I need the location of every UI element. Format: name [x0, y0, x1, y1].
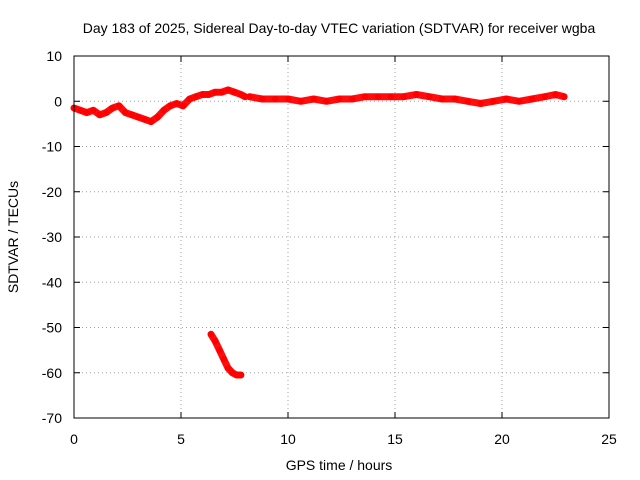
data-point [102, 109, 110, 116]
data-point [122, 109, 129, 116]
data-point [552, 91, 559, 98]
x-tick-label: 15 [387, 431, 403, 447]
y-axis-label: SDTVAR / TECUs [5, 181, 21, 293]
x-tick-label: 5 [177, 431, 185, 447]
grid [74, 56, 609, 418]
data-point [207, 331, 215, 338]
data-point [199, 91, 206, 98]
data-point [173, 100, 180, 107]
data-point [237, 371, 245, 379]
data-point [284, 95, 292, 103]
x-tick-label: 0 [70, 431, 78, 447]
x-tick-label: 10 [280, 431, 296, 447]
y-tick-label: -40 [42, 274, 62, 290]
data-point [400, 93, 407, 100]
y-tick-label: -20 [42, 184, 62, 200]
x-tick-label: 20 [494, 431, 510, 447]
series-main-band-2 [246, 91, 568, 107]
data-point [154, 113, 161, 121]
data-point [271, 95, 279, 103]
data-point [323, 98, 330, 105]
series-outlier-segment [207, 330, 245, 379]
x-axis-label: GPS time / hours [286, 457, 393, 473]
y-tick-label: -60 [42, 365, 62, 381]
data-point [297, 98, 305, 105]
data-point [231, 89, 238, 96]
data-point [141, 116, 148, 123]
y-tick-label: 10 [46, 48, 62, 64]
data-point [96, 111, 103, 119]
data-point [310, 95, 317, 103]
y-tick-label: -50 [42, 320, 62, 336]
data-point [216, 346, 223, 354]
data-point [167, 102, 174, 109]
data-point [115, 102, 123, 109]
data-point [464, 98, 471, 105]
data-point [224, 86, 232, 94]
data-point [224, 365, 232, 372]
data-point [477, 100, 484, 107]
chart-title: Day 183 of 2025, Sidereal Day-to-day VTE… [83, 20, 596, 36]
data-point [490, 98, 497, 105]
data-point [451, 95, 459, 103]
data-point [212, 89, 219, 96]
data-point [374, 93, 382, 100]
data-point [128, 111, 135, 119]
y-tick-label: -30 [42, 229, 62, 245]
y-tick-label: 0 [54, 93, 62, 109]
data-point [205, 91, 213, 98]
axis-ticks: 0 5 10 15 20 25 10 0 -10 -20 -30 -40 -50 -60 -70 [42, 48, 617, 447]
data-point [387, 93, 394, 100]
data-point [349, 95, 356, 103]
data-layer [70, 86, 568, 379]
data-point [77, 107, 84, 114]
data-point [90, 107, 97, 114]
data-point [426, 93, 433, 100]
data-point [413, 91, 420, 98]
data-point [192, 93, 200, 100]
data-point [515, 98, 523, 105]
x-tick-label: 25 [601, 431, 617, 447]
y-tick-label: -70 [42, 410, 62, 426]
data-point [179, 102, 187, 109]
data-point [336, 95, 343, 103]
data-point [438, 95, 446, 103]
data-point [503, 95, 510, 103]
data-point [218, 89, 225, 96]
series-main-band [70, 86, 249, 126]
data-point [220, 355, 227, 363]
data-point [259, 95, 266, 103]
data-point [135, 113, 142, 121]
data-point [541, 93, 548, 100]
data-point [560, 93, 568, 100]
data-point [160, 107, 168, 114]
data-point [147, 118, 155, 125]
data-point [83, 109, 91, 116]
data-point [528, 95, 536, 103]
data-point [186, 95, 193, 103]
data-point [246, 93, 253, 100]
data-point [361, 93, 369, 100]
data-point [109, 104, 116, 112]
series-line [70, 86, 249, 126]
y-tick-label: -10 [42, 139, 62, 155]
data-point [212, 337, 219, 345]
